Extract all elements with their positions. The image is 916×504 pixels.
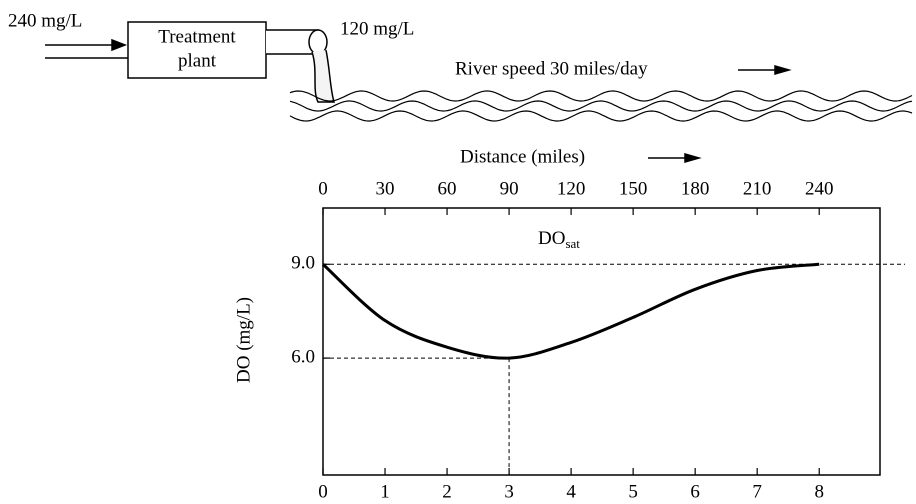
outflow-label: 120 mg/L [340, 18, 414, 39]
x-tick-label: 7 [752, 481, 762, 502]
dosat-label: DOsat [538, 228, 580, 251]
x2-tick-label: 90 [500, 178, 519, 199]
x2-tick-label: 0 [318, 178, 328, 199]
x-tick-label: 0 [318, 481, 328, 502]
plant-box [127, 21, 267, 79]
y-tick-label: 9.0 [291, 253, 315, 274]
wave [289, 90, 913, 102]
dosat-text: DO [538, 228, 565, 249]
river-label: River speed 30 miles/day [455, 58, 648, 79]
plant-label: Treatment [158, 26, 236, 47]
x-tick-label: 4 [566, 481, 576, 502]
pipe [266, 29, 335, 103]
wave [289, 110, 913, 122]
x2-tick-label: 150 [619, 178, 648, 199]
river-arrow [738, 65, 792, 75]
x2-tick-label: 240 [805, 178, 834, 199]
y-axis-label: DO (mg/L) [233, 297, 254, 383]
wave [289, 100, 913, 112]
x2-tick-label: 180 [681, 178, 710, 199]
x2-tick-label: 210 [743, 178, 772, 199]
x-tick-label: 3 [504, 481, 514, 502]
distance-arrow [648, 153, 702, 163]
x-tick-label: 1 [380, 481, 390, 502]
x-tick-label: 5 [628, 481, 638, 502]
x-tick-label: 2 [442, 481, 452, 502]
y-tick-label: 6.0 [291, 346, 315, 367]
river-waves [289, 90, 913, 122]
plot-frame [322, 207, 881, 476]
plant-label: plant [178, 50, 217, 71]
inflow-label: 240 mg/L [8, 10, 82, 31]
do-curve [321, 262, 820, 360]
x2-tick-label: 60 [438, 178, 457, 199]
inflow-arrows [45, 38, 128, 59]
x2-tick-label: 30 [376, 178, 395, 199]
distance-label: Distance (miles) [460, 146, 585, 167]
x-tick-label: 6 [690, 481, 700, 502]
x2-tick-label: 120 [557, 178, 586, 199]
x-tick-label: 8 [814, 481, 824, 502]
dosat-subscript: sat [565, 236, 580, 251]
